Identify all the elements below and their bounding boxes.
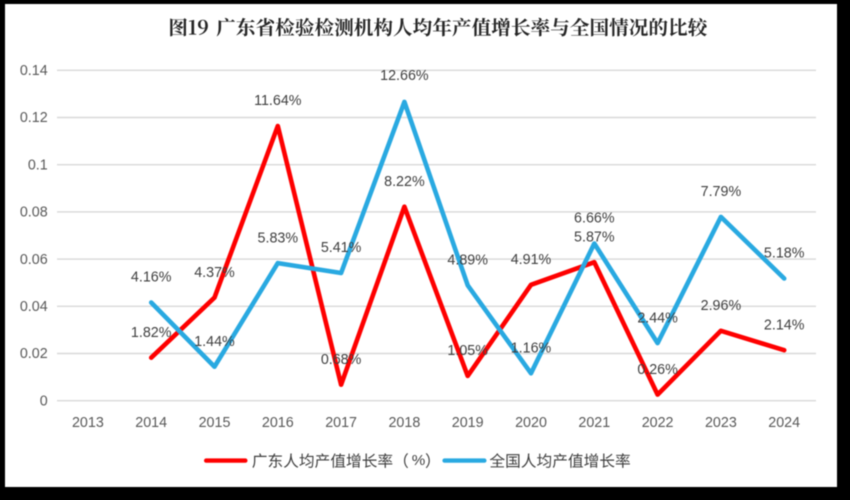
svg-text:0.02: 0.02 [20, 346, 48, 362]
svg-text:2017: 2017 [325, 415, 357, 431]
svg-text:0.26%: 0.26% [637, 362, 678, 378]
svg-text:4.37%: 4.37% [194, 265, 235, 281]
svg-text:6.66%: 6.66% [574, 211, 615, 227]
svg-text:1.05%: 1.05% [447, 343, 488, 359]
svg-text:2.44%: 2.44% [637, 310, 678, 326]
svg-text:5.18%: 5.18% [764, 246, 805, 262]
svg-text:0.68%: 0.68% [321, 352, 362, 368]
svg-text:7.79%: 7.79% [701, 184, 742, 200]
svg-text:2.96%: 2.96% [701, 298, 742, 314]
svg-text:2023: 2023 [705, 415, 737, 431]
svg-text:2018: 2018 [388, 415, 420, 431]
svg-text:8.22%: 8.22% [384, 174, 425, 190]
svg-text:2022: 2022 [642, 415, 674, 431]
svg-text:1.44%: 1.44% [194, 334, 235, 350]
svg-text:5.41%: 5.41% [321, 240, 362, 256]
svg-text:4.91%: 4.91% [511, 252, 552, 268]
svg-text:0.06: 0.06 [20, 252, 48, 268]
svg-text:2013: 2013 [72, 415, 104, 431]
svg-text:2020: 2020 [515, 415, 547, 431]
svg-text:0.08: 0.08 [20, 205, 48, 221]
svg-text:2014: 2014 [135, 415, 167, 431]
svg-text:5.83%: 5.83% [258, 230, 299, 246]
svg-text:2021: 2021 [578, 415, 610, 431]
svg-text:2.14%: 2.14% [764, 317, 805, 333]
svg-text:1.16%: 1.16% [511, 341, 552, 357]
svg-text:5.87%: 5.87% [574, 229, 615, 245]
svg-text:0.1: 0.1 [28, 157, 48, 173]
svg-text:0.14: 0.14 [20, 63, 48, 79]
svg-text:0: 0 [40, 393, 48, 409]
svg-text:12.66%: 12.66% [380, 68, 429, 84]
svg-text:4.16%: 4.16% [131, 270, 172, 286]
svg-text:4.89%: 4.89% [447, 253, 488, 269]
svg-text:%: % [412, 452, 426, 469]
svg-text:2015: 2015 [199, 415, 231, 431]
svg-text:0.04: 0.04 [20, 299, 48, 315]
svg-text:2019: 2019 [452, 415, 484, 431]
svg-text:2024: 2024 [768, 415, 800, 431]
svg-text:0.12: 0.12 [20, 110, 48, 126]
svg-text:11.64%: 11.64% [254, 93, 302, 109]
svg-text:1.82%: 1.82% [131, 325, 172, 341]
svg-text:2016: 2016 [262, 415, 294, 431]
